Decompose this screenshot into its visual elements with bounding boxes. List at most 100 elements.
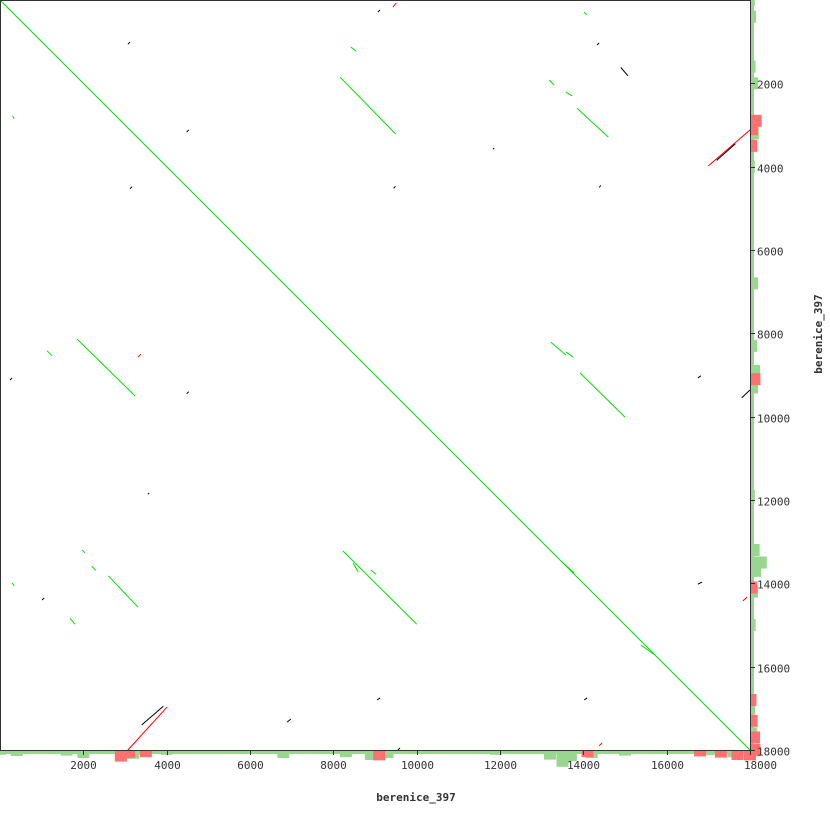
x-axis-label: berenice_397 — [376, 791, 455, 804]
forward-match-segment — [76, 338, 136, 397]
reverse-coverage-bar-y — [751, 373, 761, 386]
forward-coverage-bar-y — [751, 0, 755, 6]
forward-match-segment — [550, 341, 567, 356]
reverse-coverage-bar-y — [751, 139, 758, 152]
reverse-coverage-bar-x — [114, 751, 127, 762]
forward-match-segment — [339, 76, 397, 135]
x-tick-label: 4000 — [154, 759, 181, 772]
y-tick-label: 14000 — [757, 579, 790, 592]
forward-match-segment — [640, 644, 656, 656]
y-tick-label: 12000 — [757, 496, 790, 509]
x-tick-label: 10000 — [401, 759, 434, 772]
other-match-segment — [716, 143, 736, 161]
other-match-segment — [141, 705, 164, 726]
forward-coverage-bar-x — [160, 751, 173, 755]
other-match-segment — [377, 9, 381, 13]
reverse-coverage-bar-y — [751, 694, 757, 706]
forward-coverage-bar-x — [0, 751, 6, 755]
forward-match-segment — [11, 582, 15, 587]
forward-match-segment — [107, 575, 139, 608]
other-match-segment — [286, 718, 292, 723]
forward-coverage-bar-x — [619, 751, 631, 756]
other-match-segment — [492, 147, 495, 150]
y-tick-label: 16000 — [757, 663, 790, 676]
other-match-segment — [583, 697, 588, 701]
forward-match-segment — [583, 11, 588, 16]
reverse-match-segment — [127, 706, 168, 751]
other-match-segment — [147, 492, 150, 495]
forward-coverage-bar-x — [364, 751, 377, 760]
other-match-segment — [186, 391, 190, 395]
forward-match-segment — [560, 560, 575, 574]
reverse-coverage-bar-x — [731, 751, 744, 760]
x-axis: 2000 4000 6000 8000 10000 12000 14000 16000 1800… — [0, 750, 777, 772]
match-segments — [0, 0, 751, 751]
forward-coverage-bar-y — [751, 277, 758, 290]
forward-coverage-bar-x — [381, 751, 394, 758]
forward-coverage-bar-y — [751, 364, 760, 377]
other-match-segment — [697, 581, 703, 585]
forward-coverage-bar-x — [10, 751, 23, 756]
y-tick-label: 6000 — [757, 246, 784, 259]
forward-coverage-bar-x — [564, 751, 577, 762]
y-axis: 2000 4000 6000 8000 10000 12000 14000 16000 1800… — [750, 0, 790, 759]
other-match-segment — [376, 697, 381, 701]
forward-coverage-bar-x — [489, 751, 502, 755]
forward-coverage-bar-y — [751, 10, 756, 23]
forward-match-segment — [0, 0, 751, 751]
forward-coverage-bar-y — [751, 544, 760, 556]
reverse-coverage-bar-y — [751, 714, 758, 727]
forward-match-segment — [370, 569, 377, 575]
other-match-segment — [620, 67, 629, 77]
coverage-histograms — [0, 0, 767, 767]
forward-coverage-bar-y — [751, 60, 756, 73]
reverse-coverage-bar-x — [694, 751, 706, 757]
reverse-coverage-bar-x — [744, 751, 756, 761]
forward-coverage-bar-x — [702, 751, 715, 756]
other-match-segment — [393, 185, 396, 189]
y-tick-label: 18000 — [757, 746, 790, 759]
forward-match-segment — [576, 107, 609, 138]
x-tick-label: 12000 — [484, 759, 517, 772]
reverse-coverage-bar-x — [123, 751, 136, 758]
reverse-coverage-bar-y — [751, 123, 758, 136]
other-match-segment — [186, 129, 190, 133]
forward-coverage-bar-x — [277, 751, 290, 758]
forward-match-segment — [12, 115, 15, 119]
other-match-segment — [697, 375, 702, 379]
other-match-segment — [9, 377, 13, 381]
reverse-match-segment — [392, 2, 397, 8]
reverse-coverage-bar-x — [139, 751, 152, 758]
forward-match-segment — [350, 46, 357, 52]
reverse-coverage-bar-y — [751, 744, 761, 756]
reverse-coverage-bar-x — [714, 751, 727, 758]
forward-match-segment — [342, 550, 418, 625]
forward-coverage-bar-y — [751, 489, 755, 502]
forward-match-segment — [352, 562, 359, 573]
x-tick-label: 6000 — [237, 759, 264, 772]
forward-match-segment — [565, 91, 573, 97]
reverse-match-segment — [137, 353, 142, 358]
forward-coverage-bar-y — [751, 381, 758, 394]
y-axis-label: berenice_397 — [812, 294, 825, 373]
x-tick-label: 14000 — [567, 759, 600, 772]
forward-coverage-bar-y — [751, 160, 755, 173]
forward-coverage-bar-y — [751, 619, 756, 631]
forward-match-segment — [565, 351, 574, 358]
y-tick-label: 10000 — [757, 413, 790, 426]
other-match-segment — [41, 597, 45, 601]
x-tick-label: 8000 — [320, 759, 347, 772]
forward-match-segment — [91, 565, 97, 571]
forward-coverage-bar-x — [339, 751, 352, 758]
reverse-coverage-bar-y — [751, 581, 758, 594]
reverse-match-segment — [742, 596, 748, 602]
other-match-segment — [397, 747, 401, 751]
reverse-coverage-bar-x — [373, 751, 386, 761]
forward-match-segment — [81, 549, 86, 554]
reverse-coverage-bar-y — [751, 114, 762, 127]
reverse-coverage-bar-y — [751, 731, 760, 744]
x-tick-label: 16000 — [651, 759, 684, 772]
reverse-match-segment — [708, 129, 751, 167]
other-match-segment — [598, 185, 602, 188]
